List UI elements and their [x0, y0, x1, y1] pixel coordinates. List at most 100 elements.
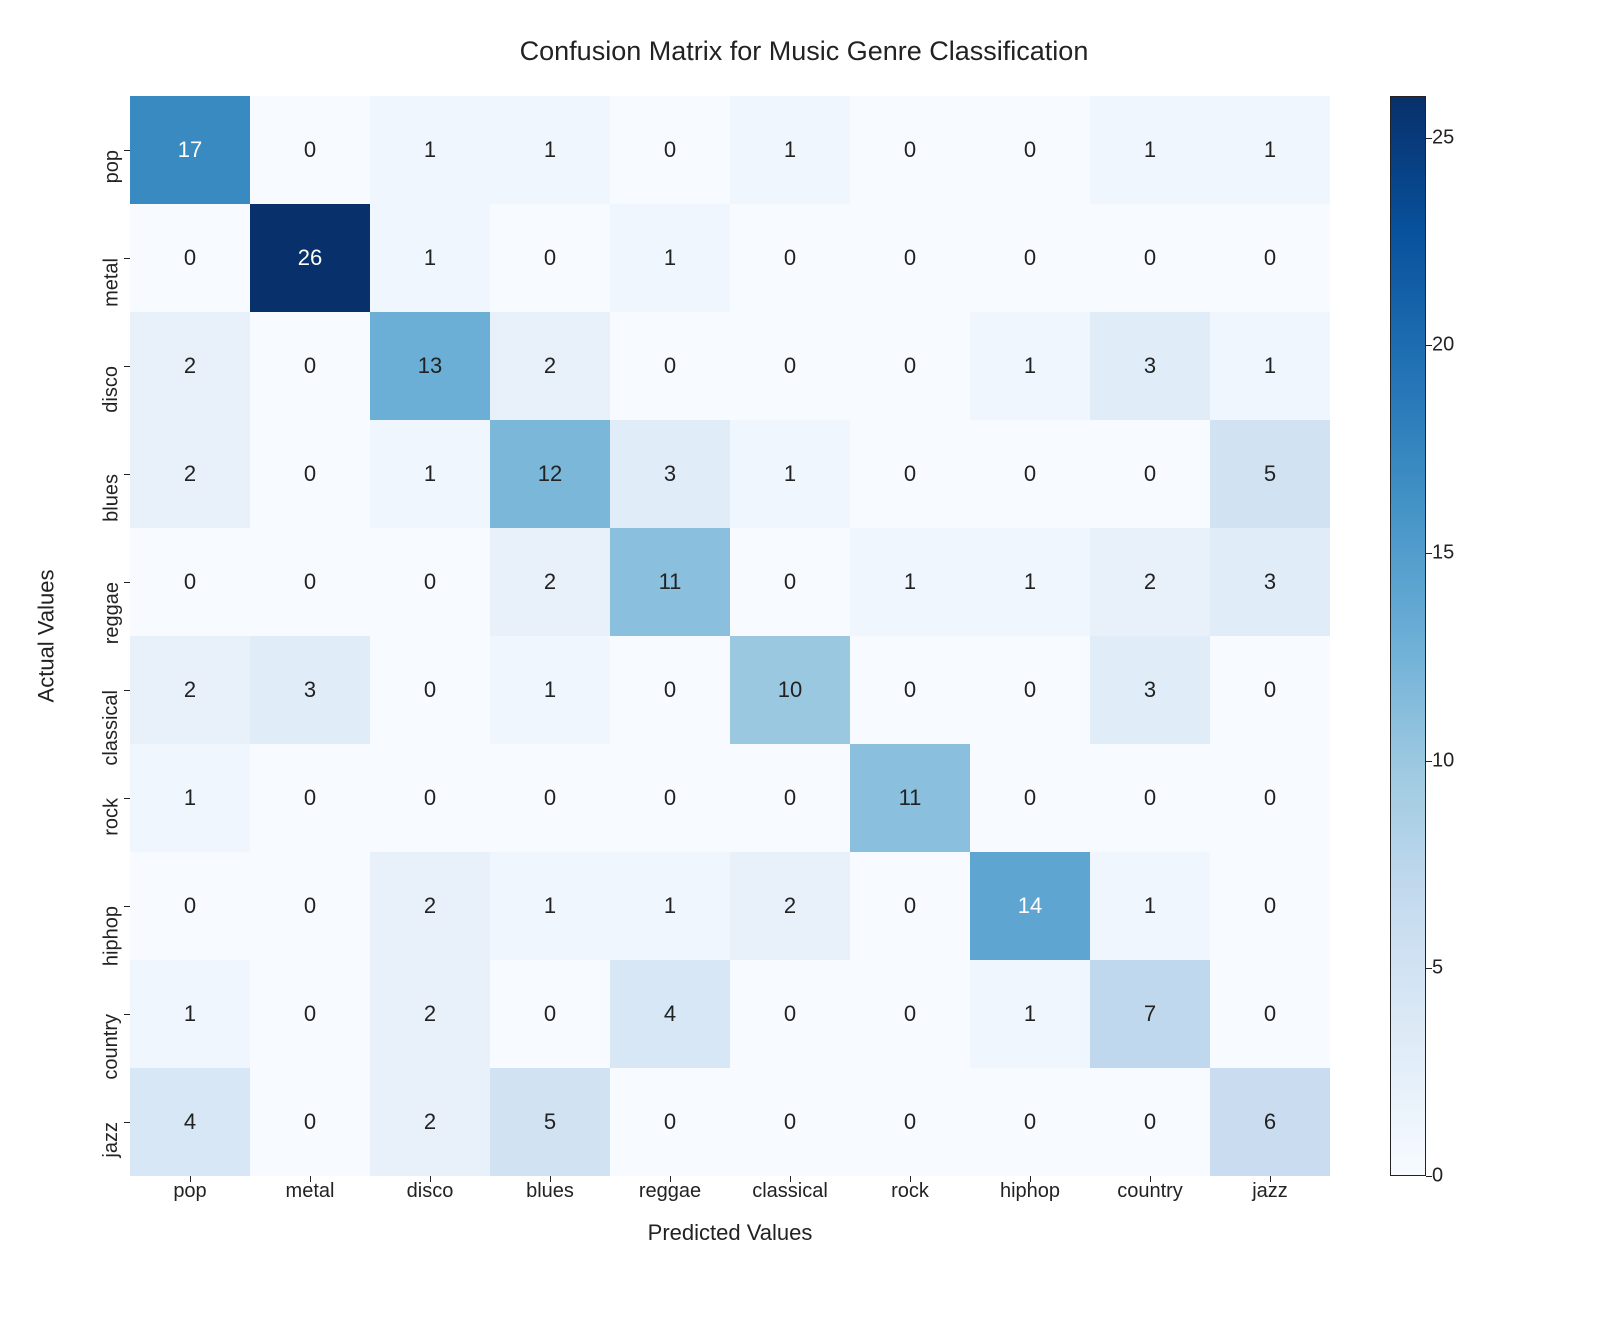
cell-value: 0	[904, 1001, 916, 1027]
heatmap-cell: 1	[970, 528, 1090, 636]
heatmap-cell: 1	[730, 96, 850, 204]
y-tick-mark	[124, 798, 130, 799]
heatmap-cell: 2	[370, 852, 490, 960]
heatmap-cell: 1	[490, 636, 610, 744]
x-tick-label: country	[1117, 1180, 1183, 1203]
confusion-matrix-chart: Confusion Matrix for Music Genre Classif…	[0, 0, 1608, 1318]
y-tick-label: disco	[101, 366, 124, 413]
heatmap-cell: 2	[490, 312, 610, 420]
heatmap-cell: 4	[610, 960, 730, 1068]
heatmap-cell: 0	[1090, 744, 1210, 852]
heatmap-cell: 5	[490, 1068, 610, 1176]
cell-value: 0	[1024, 785, 1036, 811]
heatmap-cell: 1	[370, 420, 490, 528]
heatmap-cell: 3	[1210, 528, 1330, 636]
cell-value: 5	[1264, 461, 1276, 487]
x-tick-mark	[910, 1176, 911, 1182]
x-tick-label: blues	[526, 1180, 574, 1203]
y-tick-label: jazz	[101, 1122, 124, 1158]
heatmap-cell: 11	[610, 528, 730, 636]
heatmap-cell: 0	[850, 960, 970, 1068]
cell-value: 2	[544, 353, 556, 379]
cell-value: 0	[1144, 785, 1156, 811]
cell-value: 14	[1018, 893, 1042, 919]
cell-value: 0	[784, 245, 796, 271]
heatmap-cell: 0	[970, 636, 1090, 744]
cell-value: 17	[178, 137, 202, 163]
cell-value: 0	[1144, 1109, 1156, 1135]
cell-value: 0	[1264, 1001, 1276, 1027]
heatmap-cell: 0	[1090, 204, 1210, 312]
y-tick-label: reggae	[101, 582, 124, 644]
cell-value: 1	[184, 1001, 196, 1027]
heatmap-cell: 0	[250, 420, 370, 528]
cell-value: 0	[1264, 677, 1276, 703]
x-tick-label: pop	[173, 1180, 206, 1203]
y-tick-label: rock	[101, 798, 124, 836]
heatmap-cell: 1	[970, 960, 1090, 1068]
heatmap-cell: 0	[970, 96, 1090, 204]
y-tick-mark	[124, 150, 130, 151]
heatmap-cell: 0	[490, 744, 610, 852]
cell-value: 2	[184, 353, 196, 379]
heatmap-cell: 0	[610, 96, 730, 204]
x-tick-mark	[1270, 1176, 1271, 1182]
y-tick-labels: popmetaldiscobluesreggaeclassicalrockhip…	[0, 96, 120, 1176]
cell-value: 0	[784, 1109, 796, 1135]
cell-value: 1	[1144, 893, 1156, 919]
cell-value: 0	[1024, 137, 1036, 163]
colorbar-tick-label: 0	[1432, 1165, 1443, 1188]
heatmap-cell: 0	[850, 96, 970, 204]
heatmap-cell: 3	[250, 636, 370, 744]
cell-value: 1	[424, 137, 436, 163]
cell-value: 0	[304, 137, 316, 163]
y-tick-label: pop	[101, 150, 124, 183]
cell-value: 0	[1024, 461, 1036, 487]
cell-value: 2	[184, 461, 196, 487]
y-tick-label: metal	[101, 258, 124, 307]
colorbar-tick-label: 25	[1432, 126, 1454, 149]
cell-value: 6	[1264, 1109, 1276, 1135]
cell-value: 0	[904, 893, 916, 919]
cell-value: 1	[184, 785, 196, 811]
heatmap-cell: 0	[850, 1068, 970, 1176]
x-tick-label: jazz	[1252, 1180, 1288, 1203]
heatmap-cell: 0	[1210, 852, 1330, 960]
heatmap-cell: 1	[370, 96, 490, 204]
heatmap-area: 1701101001102610100000201320001312011231…	[130, 96, 1330, 1176]
heatmap-cell: 3	[610, 420, 730, 528]
heatmap-cell: 2	[130, 312, 250, 420]
cell-value: 0	[1264, 893, 1276, 919]
x-axis-label: Predicted Values	[130, 1220, 1330, 1246]
cell-value: 0	[1024, 1109, 1036, 1135]
cell-value: 3	[1144, 677, 1156, 703]
cell-value: 0	[664, 677, 676, 703]
heatmap-cell: 0	[1090, 1068, 1210, 1176]
cell-value: 3	[664, 461, 676, 487]
heatmap-cell: 0	[730, 960, 850, 1068]
cell-value: 0	[664, 353, 676, 379]
cell-value: 1	[424, 461, 436, 487]
y-tick-mark	[124, 474, 130, 475]
cell-value: 0	[304, 1001, 316, 1027]
heatmap-cell: 0	[250, 528, 370, 636]
cell-value: 0	[304, 461, 316, 487]
heatmap-cell: 0	[1210, 960, 1330, 1068]
cell-value: 0	[784, 1001, 796, 1027]
cell-value: 0	[544, 785, 556, 811]
heatmap-cell: 0	[730, 744, 850, 852]
heatmap-cell: 0	[610, 636, 730, 744]
cell-value: 0	[304, 1109, 316, 1135]
heatmap-cell: 1	[130, 744, 250, 852]
colorbar-tick-label: 15	[1432, 541, 1454, 564]
heatmap-cell: 0	[250, 1068, 370, 1176]
cell-value: 0	[184, 893, 196, 919]
heatmap-cell: 0	[490, 204, 610, 312]
cell-value: 4	[664, 1001, 676, 1027]
cell-value: 0	[664, 785, 676, 811]
heatmap-cell: 1	[370, 204, 490, 312]
cell-value: 0	[1144, 245, 1156, 271]
heatmap-cell: 11	[850, 744, 970, 852]
y-tick-mark	[124, 258, 130, 259]
cell-value: 1	[904, 569, 916, 595]
